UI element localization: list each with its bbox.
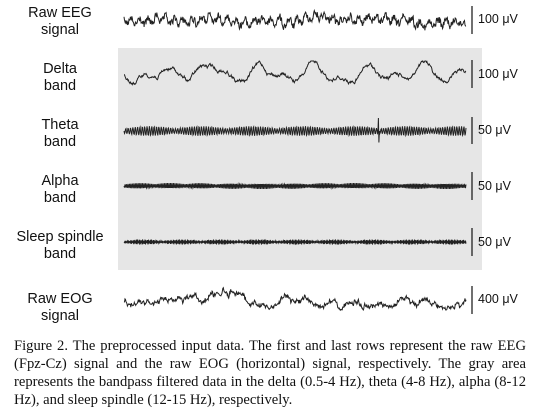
scale-label-theta: 50 μV: [478, 123, 511, 137]
scale-label-sleep-spindle: 50 μV: [478, 235, 511, 249]
row-label-alpha: Alpha band: [41, 173, 79, 206]
row-label-raw-eog: Raw EOG signal: [27, 291, 93, 324]
trace-raw-eog: [123, 286, 467, 312]
row-label-delta: Delta band: [43, 61, 77, 94]
row-label-raw-eeg: Raw EEG signal: [28, 5, 92, 38]
scale-label-alpha: 50 μV: [478, 179, 511, 193]
trace-theta: [123, 117, 467, 143]
trace-delta: [124, 60, 467, 86]
trace-raw-eeg: [123, 8, 467, 31]
trace-alpha: [123, 182, 467, 190]
scale-label-raw-eog: 400 μV: [478, 292, 518, 306]
signal-traces: [123, 6, 473, 314]
row-label-sleep-spindle: Sleep spindle band: [16, 229, 104, 262]
bandpass-gray-area: [118, 48, 482, 270]
row-label-theta: Theta band: [41, 117, 79, 150]
figure-caption: Figure 2. The preprocessed input data. T…: [14, 338, 526, 408]
scale-label-raw-eeg: 100 μV: [478, 12, 518, 26]
scale-label-delta: 100 μV: [478, 67, 518, 81]
trace-sleep-spindle: [123, 238, 467, 246]
